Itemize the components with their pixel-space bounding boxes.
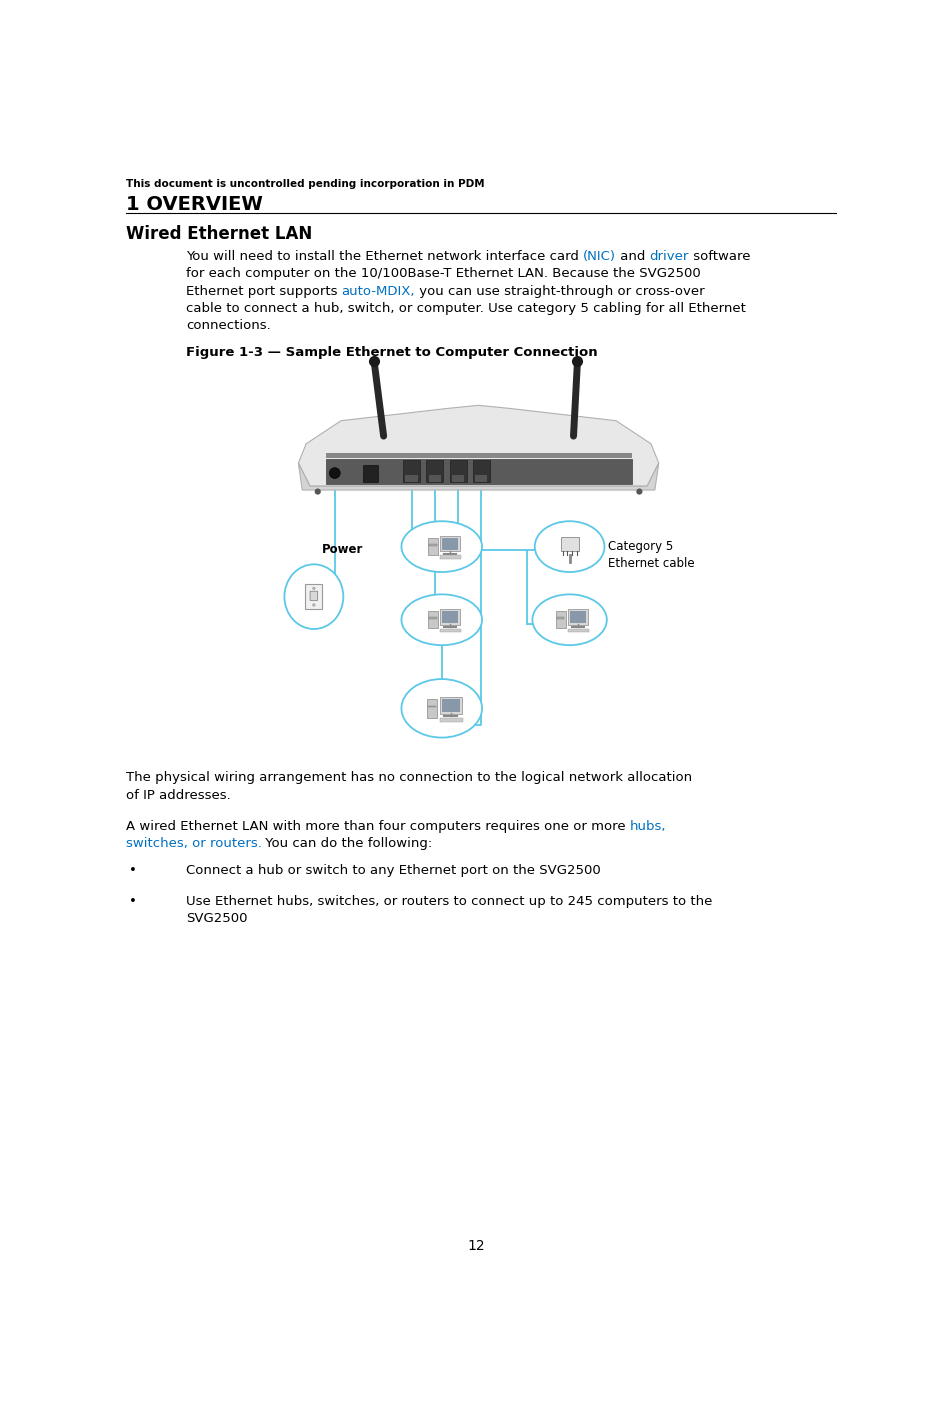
Text: Ethernet port supports: Ethernet port supports (186, 285, 341, 298)
FancyBboxPatch shape (305, 584, 323, 610)
FancyBboxPatch shape (403, 460, 420, 481)
FancyBboxPatch shape (428, 538, 438, 555)
FancyBboxPatch shape (326, 459, 631, 484)
Text: •: • (129, 895, 138, 909)
Text: The physical wiring arrangement has no connection to the logical network allocat: The physical wiring arrangement has no c… (126, 772, 692, 785)
FancyBboxPatch shape (561, 536, 578, 552)
Circle shape (314, 488, 321, 495)
Ellipse shape (285, 564, 343, 629)
Text: connections.: connections. (186, 319, 271, 333)
Circle shape (312, 587, 315, 590)
FancyBboxPatch shape (440, 628, 461, 632)
Text: Wired Ethernet LAN: Wired Ethernet LAN (126, 224, 312, 243)
Text: (NIC): (NIC) (583, 250, 616, 264)
FancyBboxPatch shape (426, 460, 444, 481)
FancyBboxPatch shape (440, 718, 463, 722)
Text: Connect a hub or switch to any Ethernet port on the SVG2500: Connect a hub or switch to any Ethernet … (186, 864, 601, 876)
Polygon shape (299, 405, 658, 487)
Text: 12: 12 (468, 1239, 485, 1253)
FancyBboxPatch shape (430, 545, 436, 546)
Text: you can use straight-through or cross-over: you can use straight-through or cross-ov… (416, 285, 705, 298)
Circle shape (636, 488, 643, 495)
FancyBboxPatch shape (442, 698, 459, 711)
Text: •: • (129, 864, 138, 876)
Text: 1 OVERVIEW: 1 OVERVIEW (126, 195, 262, 213)
FancyBboxPatch shape (452, 476, 464, 481)
FancyBboxPatch shape (363, 466, 379, 483)
Text: Category 5
Ethernet cable: Category 5 Ethernet cable (608, 540, 695, 570)
Circle shape (312, 604, 315, 607)
FancyBboxPatch shape (326, 453, 631, 457)
Polygon shape (299, 463, 658, 490)
Text: Figure 1-3 — Sample Ethernet to Computer Connection: Figure 1-3 — Sample Ethernet to Computer… (186, 346, 598, 358)
FancyBboxPatch shape (568, 628, 589, 632)
Text: This document is uncontrolled pending incorporation in PDM: This document is uncontrolled pending in… (126, 179, 485, 189)
Text: Use Ethernet hubs, switches, or routers to connect up to 245 computers to the: Use Ethernet hubs, switches, or routers … (186, 895, 712, 909)
FancyBboxPatch shape (429, 476, 441, 481)
FancyBboxPatch shape (428, 611, 438, 628)
Text: software: software (689, 250, 751, 264)
FancyBboxPatch shape (427, 698, 437, 718)
FancyBboxPatch shape (475, 476, 487, 481)
FancyBboxPatch shape (557, 618, 565, 619)
FancyBboxPatch shape (310, 591, 318, 601)
Text: cable to connect a hub, switch, or computer. Use category 5 cabling for all Ethe: cable to connect a hub, switch, or compu… (186, 302, 746, 315)
Text: and: and (616, 250, 650, 264)
FancyBboxPatch shape (569, 611, 586, 622)
Circle shape (329, 467, 340, 478)
Text: of IP addresses.: of IP addresses. (126, 789, 231, 801)
FancyBboxPatch shape (556, 611, 565, 628)
Ellipse shape (402, 679, 482, 738)
FancyBboxPatch shape (405, 476, 418, 481)
FancyBboxPatch shape (440, 556, 461, 559)
Text: auto-MDIX,: auto-MDIX, (341, 285, 416, 298)
FancyBboxPatch shape (440, 697, 461, 714)
Text: hubs,: hubs, (630, 820, 666, 832)
Ellipse shape (402, 521, 482, 571)
FancyBboxPatch shape (430, 618, 436, 619)
FancyBboxPatch shape (442, 538, 458, 549)
Ellipse shape (402, 594, 482, 645)
FancyBboxPatch shape (472, 460, 490, 481)
Text: You will need to install the Ethernet network interface card: You will need to install the Ethernet ne… (186, 250, 583, 264)
FancyBboxPatch shape (428, 706, 436, 707)
Text: driver: driver (650, 250, 689, 264)
Ellipse shape (535, 521, 604, 571)
Text: switches, or routers.: switches, or routers. (126, 837, 261, 851)
Text: Power: Power (322, 543, 364, 556)
Text: You can do the following:: You can do the following: (261, 837, 432, 851)
Text: A wired Ethernet LAN with more than four computers requires one or more: A wired Ethernet LAN with more than four… (126, 820, 630, 832)
Text: SVG2500: SVG2500 (186, 913, 247, 926)
FancyBboxPatch shape (449, 460, 467, 481)
Text: for each computer on the 10/100Base-T Ethernet LAN. Because the SVG2500: for each computer on the 10/100Base-T Et… (186, 268, 700, 281)
FancyBboxPatch shape (442, 611, 458, 622)
Ellipse shape (532, 594, 606, 645)
FancyBboxPatch shape (440, 610, 459, 625)
FancyBboxPatch shape (440, 536, 459, 552)
FancyBboxPatch shape (567, 610, 588, 625)
